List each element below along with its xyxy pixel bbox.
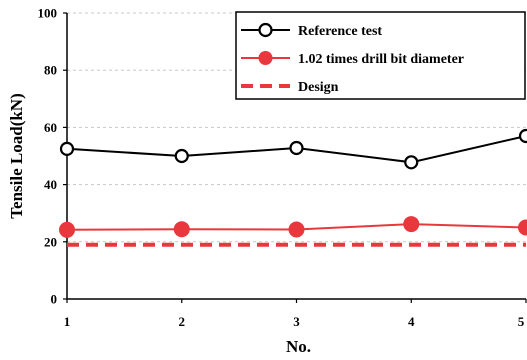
y-tick-label: 80 — [44, 63, 57, 78]
data-point — [289, 140, 304, 156]
data-point — [59, 221, 75, 238]
legend-label: 1.02 times drill bit diameter — [298, 52, 464, 67]
data-point — [403, 216, 420, 233]
y-tick-label: 40 — [44, 177, 57, 192]
x-axis-title: No. — [286, 337, 311, 356]
data-point — [404, 155, 419, 170]
x-tick-label: 1 — [64, 314, 71, 329]
legend-swatch-marker — [258, 51, 273, 65]
data-point — [518, 219, 527, 236]
series — [59, 128, 527, 247]
ticks: 0 20 40 60 80 100 1 2 3 4 5 — [38, 6, 527, 329]
y-axis-title: Tensile Load(kN) — [7, 93, 26, 218]
y-tick-label: 20 — [44, 234, 57, 249]
data-point — [518, 128, 527, 144]
x-tick-label: 2 — [179, 314, 186, 329]
legend-label: Design — [298, 80, 339, 95]
y-tick-label: 60 — [44, 120, 57, 135]
legend-label: Reference test — [298, 24, 382, 39]
series-0 — [59, 128, 527, 170]
legend-swatch-marker — [258, 22, 273, 38]
legend: Reference test 1.02 times drill bit diame… — [235, 11, 526, 100]
data-point — [173, 221, 190, 238]
y-tick-label: 0 — [51, 292, 58, 307]
y-tick-label: 100 — [38, 6, 58, 21]
data-point — [59, 141, 75, 156]
series-1 — [59, 216, 527, 238]
data-point — [288, 221, 305, 238]
x-tick-label: 5 — [518, 314, 525, 329]
x-tick-label: 4 — [408, 314, 415, 329]
data-point — [174, 148, 189, 164]
x-tick-label: 3 — [293, 314, 300, 329]
